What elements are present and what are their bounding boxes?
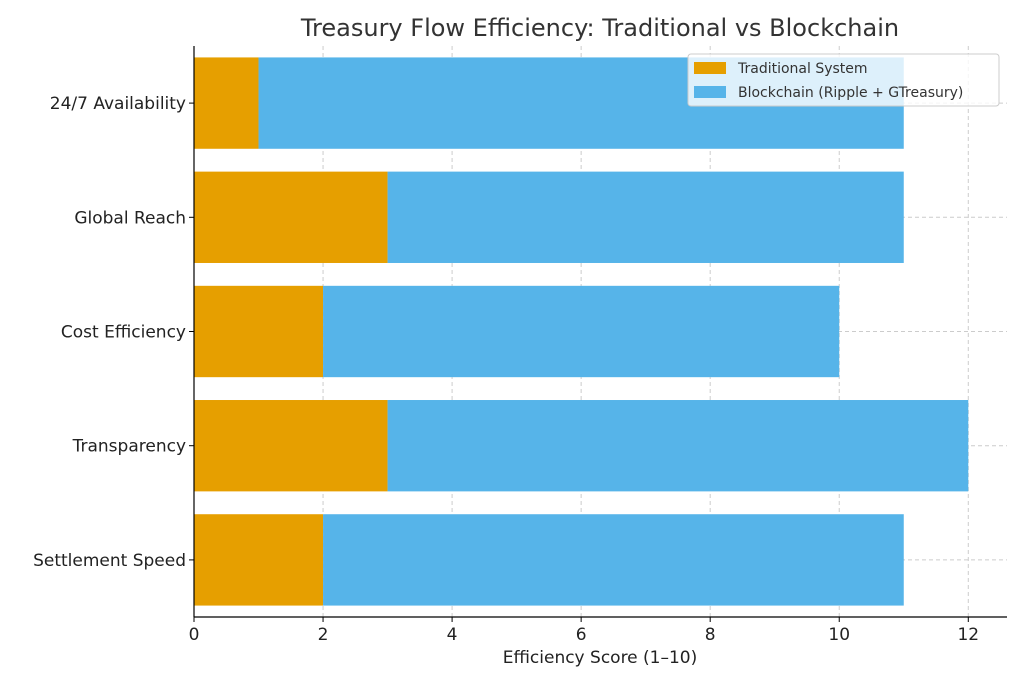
y-tick-label: Global Reach [74, 208, 186, 228]
legend-swatch [694, 86, 726, 98]
x-axis-label: Efficiency Score (1–10) [503, 648, 698, 668]
x-tick-label: 8 [705, 625, 716, 645]
bar-series-0-cat-2 [194, 285, 324, 378]
legend-label: Traditional System [737, 61, 868, 77]
y-tick-label: Settlement Speed [33, 551, 186, 571]
y-tick-label: Transparency [72, 437, 186, 457]
x-tick-label: 0 [189, 625, 200, 645]
legend-label: Blockchain (Ripple + GTreasury) [738, 85, 963, 101]
x-tick-label: 2 [318, 625, 329, 645]
bar-series-1-cat-2 [323, 285, 840, 378]
bar-series-0-cat-3 [194, 171, 388, 263]
x-tick-label: 12 [957, 625, 979, 645]
y-tick-label: Cost Efficiency [61, 323, 186, 343]
x-tick-label: 10 [828, 625, 850, 645]
x-tick-labels: 0 2 4 6 8 10 12 [189, 617, 979, 645]
legend-box [687, 53, 1000, 107]
bars [194, 57, 969, 606]
x-tick-label: 4 [447, 625, 458, 645]
bar-series-1-cat-1 [387, 400, 969, 492]
bar-series-1-cat-0 [323, 514, 904, 606]
bar-series-0-cat-0 [194, 514, 324, 606]
legend: Traditional System Blockchain (Ripple + G… [687, 53, 1000, 107]
bar-series-1-cat-3 [387, 171, 904, 263]
legend-swatch [694, 62, 726, 74]
y-tick-labels: Settlement Speed Transparency Cost Efficie… [33, 94, 194, 571]
chart-title: Treasury Flow Efficiency: Traditional vs… [300, 14, 899, 42]
bar-series-0-cat-4 [194, 57, 259, 149]
bar-series-0-cat-1 [194, 400, 388, 492]
y-tick-label: 24/7 Availability [50, 94, 186, 114]
x-tick-label: 6 [576, 625, 587, 645]
